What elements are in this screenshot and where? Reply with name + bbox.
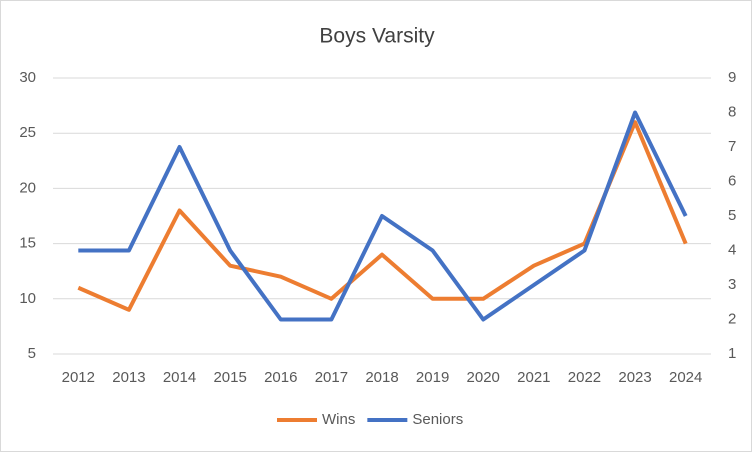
x-tick-label: 2019 <box>416 369 449 386</box>
y-tick-label: 30 <box>19 69 36 86</box>
y-tick-label: 15 <box>19 235 36 252</box>
y2-tick-label: 9 <box>728 69 736 86</box>
y2-tick-label: 3 <box>728 276 736 293</box>
y2-tick-label: 6 <box>728 172 736 189</box>
x-tick-label: 2023 <box>618 369 651 386</box>
y2-tick-label: 4 <box>728 241 736 258</box>
x-tick-label: 2022 <box>568 369 601 386</box>
y-tick-label: 10 <box>19 290 36 307</box>
y2-tick-label: 2 <box>728 310 736 327</box>
y2-tick-label: 8 <box>728 103 736 120</box>
x-tick-label: 2017 <box>315 369 348 386</box>
x-tick-label: 2014 <box>163 369 196 386</box>
y-tick-label: 5 <box>28 345 36 362</box>
legend-label: Seniors <box>412 411 463 428</box>
x-tick-label: 2013 <box>112 369 145 386</box>
x-tick-label: 2021 <box>517 369 550 386</box>
chart-title: Boys Varsity <box>319 25 435 48</box>
series-line <box>78 110 688 322</box>
y2-tick-label: 5 <box>728 207 736 224</box>
x-tick-label: 2024 <box>669 369 702 386</box>
y2-tick-label: 7 <box>728 138 736 155</box>
y-tick-label: 20 <box>19 179 36 196</box>
series-line <box>77 120 688 312</box>
x-tick-label: 2018 <box>365 369 398 386</box>
y2-tick-label: 1 <box>728 345 736 362</box>
legend-label: Wins <box>322 411 355 428</box>
y-tick-label: 25 <box>19 124 36 141</box>
x-tick-label: 2015 <box>213 369 246 386</box>
x-tick-label: 2012 <box>62 369 95 386</box>
x-tick-label: 2016 <box>264 369 297 386</box>
x-tick-label: 2020 <box>467 369 500 386</box>
